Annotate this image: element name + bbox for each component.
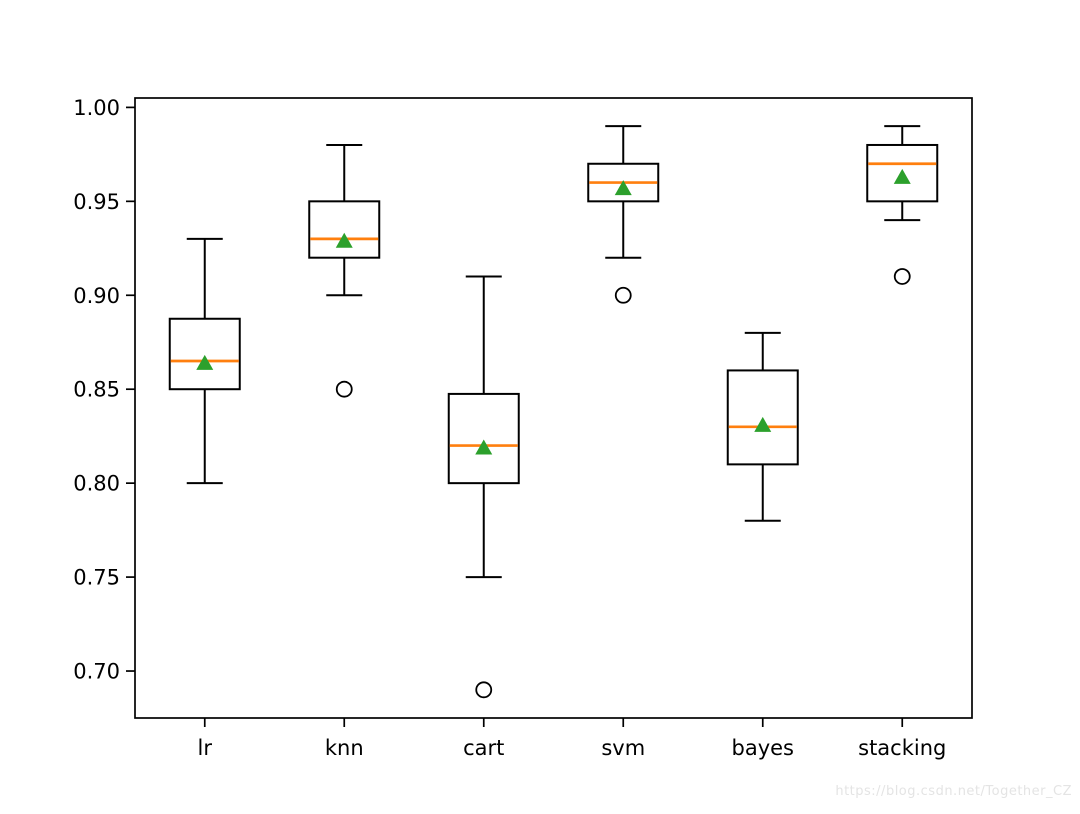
iqr-box [168, 317, 241, 391]
mean-marker [614, 180, 632, 196]
mean-marker [475, 439, 493, 455]
y-tick-label: 0.85 [73, 378, 120, 402]
outlier-marker [335, 380, 353, 398]
mean-marker [196, 354, 214, 370]
iqr-box [308, 200, 381, 259]
mean-marker [893, 168, 911, 184]
box-group-lr [168, 237, 241, 485]
x-tick-label-bayes: bayes [732, 736, 795, 760]
y-tick-label: 1.00 [73, 96, 120, 120]
mean-marker [335, 232, 353, 248]
box-group-svm [587, 125, 660, 304]
x-tick-label-lr: lr [198, 736, 213, 760]
y-tick-label: 0.70 [73, 660, 120, 684]
box-group-knn [308, 143, 381, 398]
mean-marker [754, 416, 772, 432]
y-tick-label: 0.75 [73, 566, 120, 590]
iqr-box [447, 392, 520, 485]
y-tick-label: 0.95 [73, 190, 120, 214]
watermark: https://blog.csdn.net/Together_CZ [835, 784, 1072, 799]
x-tick-label-knn: knn [325, 736, 364, 760]
outlier-marker [614, 286, 632, 304]
box-group-cart [447, 275, 520, 699]
plot-frame [134, 97, 973, 719]
y-tick-label: 0.90 [73, 284, 120, 308]
x-tick-label-svm: svm [601, 736, 645, 760]
outlier-marker [475, 681, 493, 699]
box-group-bayes [726, 331, 799, 522]
outlier-marker [893, 268, 911, 285]
x-tick-label-stacking: stacking [858, 736, 946, 760]
x-tick-label-cart: cart [463, 736, 504, 760]
y-tick-label: 0.80 [73, 472, 120, 496]
box-group-stacking [866, 125, 939, 285]
